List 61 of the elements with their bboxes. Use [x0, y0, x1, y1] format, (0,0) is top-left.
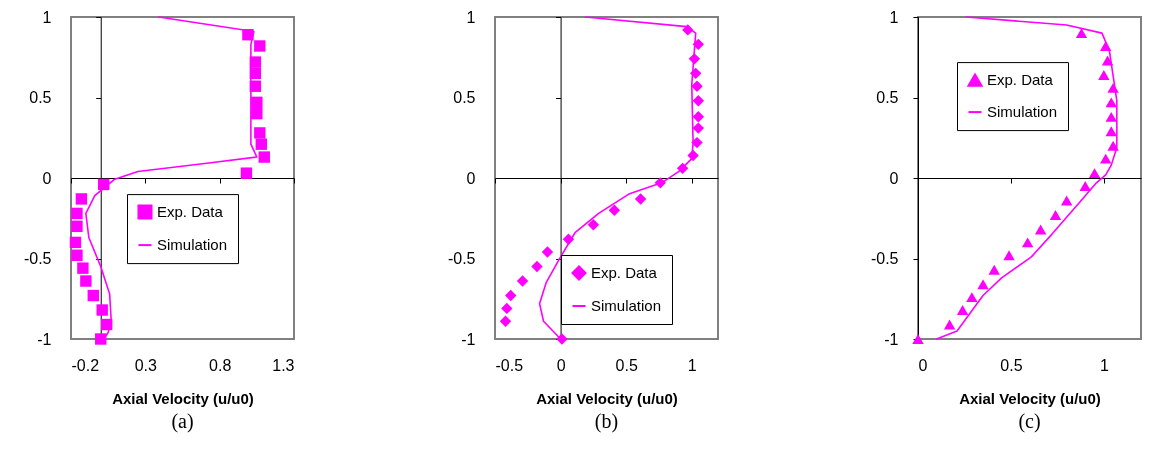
point [943, 319, 956, 330]
point [1079, 181, 1091, 191]
point [1105, 126, 1117, 137]
y-tick-label: 0.5 [876, 89, 899, 106]
point [1034, 224, 1047, 235]
point [1075, 28, 1088, 39]
point [1021, 237, 1034, 248]
legend-label: Simulation [987, 103, 1058, 121]
x-tick-label: 0.8 [209, 356, 232, 374]
line-series [935, 16, 1118, 340]
point [988, 264, 1000, 275]
legend-label: Simulation [591, 297, 662, 314]
text: (b) [594, 410, 619, 433]
y-tick-label: 1 [42, 8, 52, 26]
y-tick-label: -0.5 [23, 250, 52, 267]
y-tick-label: 0 [889, 169, 899, 187]
point [1105, 97, 1117, 108]
y-tick-label: 0.5 [29, 89, 52, 106]
x-tick-label: 0.5 [1000, 356, 1023, 374]
legend-label: Exp. Data [157, 203, 224, 221]
x-tick-label: 0.5 [615, 356, 638, 374]
y-tick-label: -1 [884, 330, 899, 348]
x-tick-label: 0 [556, 356, 566, 374]
legend-label: Exp. Data [591, 264, 658, 281]
point [966, 292, 978, 303]
y-tick-label: 1 [889, 8, 899, 26]
y-tick-label: 0.5 [453, 89, 476, 106]
point [1107, 82, 1119, 93]
point [1107, 140, 1119, 151]
x-tick-label: 1.3 [272, 356, 295, 374]
y-tick-label: 0 [466, 169, 476, 187]
point [1003, 250, 1015, 261]
x-tick-label: 1 [1099, 356, 1109, 374]
point [1098, 70, 1110, 80]
x-tick-label: -0.5 [495, 356, 524, 374]
point [977, 279, 989, 290]
point [1099, 41, 1112, 51]
legend-label: Exp. Data [987, 71, 1054, 89]
x-tick-label: -0.2 [71, 356, 100, 374]
x-tick-label: 1 [687, 356, 697, 374]
legend-label: Simulation [157, 236, 228, 254]
y-tick-label: -0.5 [447, 250, 476, 267]
x-tick-label: 0 [918, 356, 928, 374]
x-tick-label: 0.3 [134, 356, 158, 374]
point [1049, 210, 1062, 220]
x-axis-title: Axial Velocity (u/u0) [959, 389, 1101, 407]
y-tick-label: 0 [42, 169, 52, 187]
y-tick-label: -1 [461, 330, 476, 348]
x-axis-title: Axial Velocity (u/u0) [112, 389, 254, 407]
point [1088, 168, 1101, 179]
text: (c) [1018, 410, 1041, 433]
point [912, 334, 924, 344]
text: (a) [171, 410, 194, 433]
x-axis-title: Axial Velocity (u/u0) [536, 389, 678, 407]
point [1099, 153, 1112, 164]
point [1105, 111, 1117, 122]
point [956, 305, 969, 315]
y-tick-label: 1 [466, 8, 476, 26]
point [1101, 55, 1114, 66]
y-tick-label: -0.5 [870, 250, 899, 267]
y-tick-label: -1 [37, 330, 52, 348]
